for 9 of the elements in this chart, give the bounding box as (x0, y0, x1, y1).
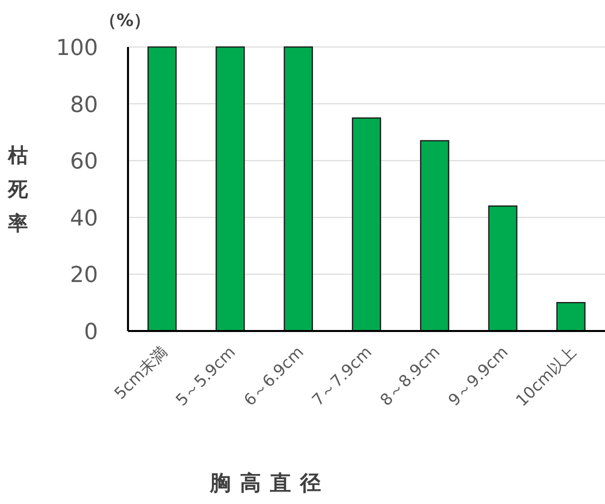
y-tick-label: 0 (84, 320, 98, 345)
y-tick-label: 40 (70, 206, 98, 232)
y-tick-label: 20 (70, 263, 98, 288)
y-tick-label: 60 (70, 150, 98, 175)
y-tick-label: 100 (56, 36, 98, 61)
y-axis-title: 枯死率 (7, 143, 29, 235)
x-axis-title: 胸高直径 (209, 471, 330, 495)
y-tick-label: 80 (70, 92, 98, 118)
text: （%） (99, 11, 151, 31)
